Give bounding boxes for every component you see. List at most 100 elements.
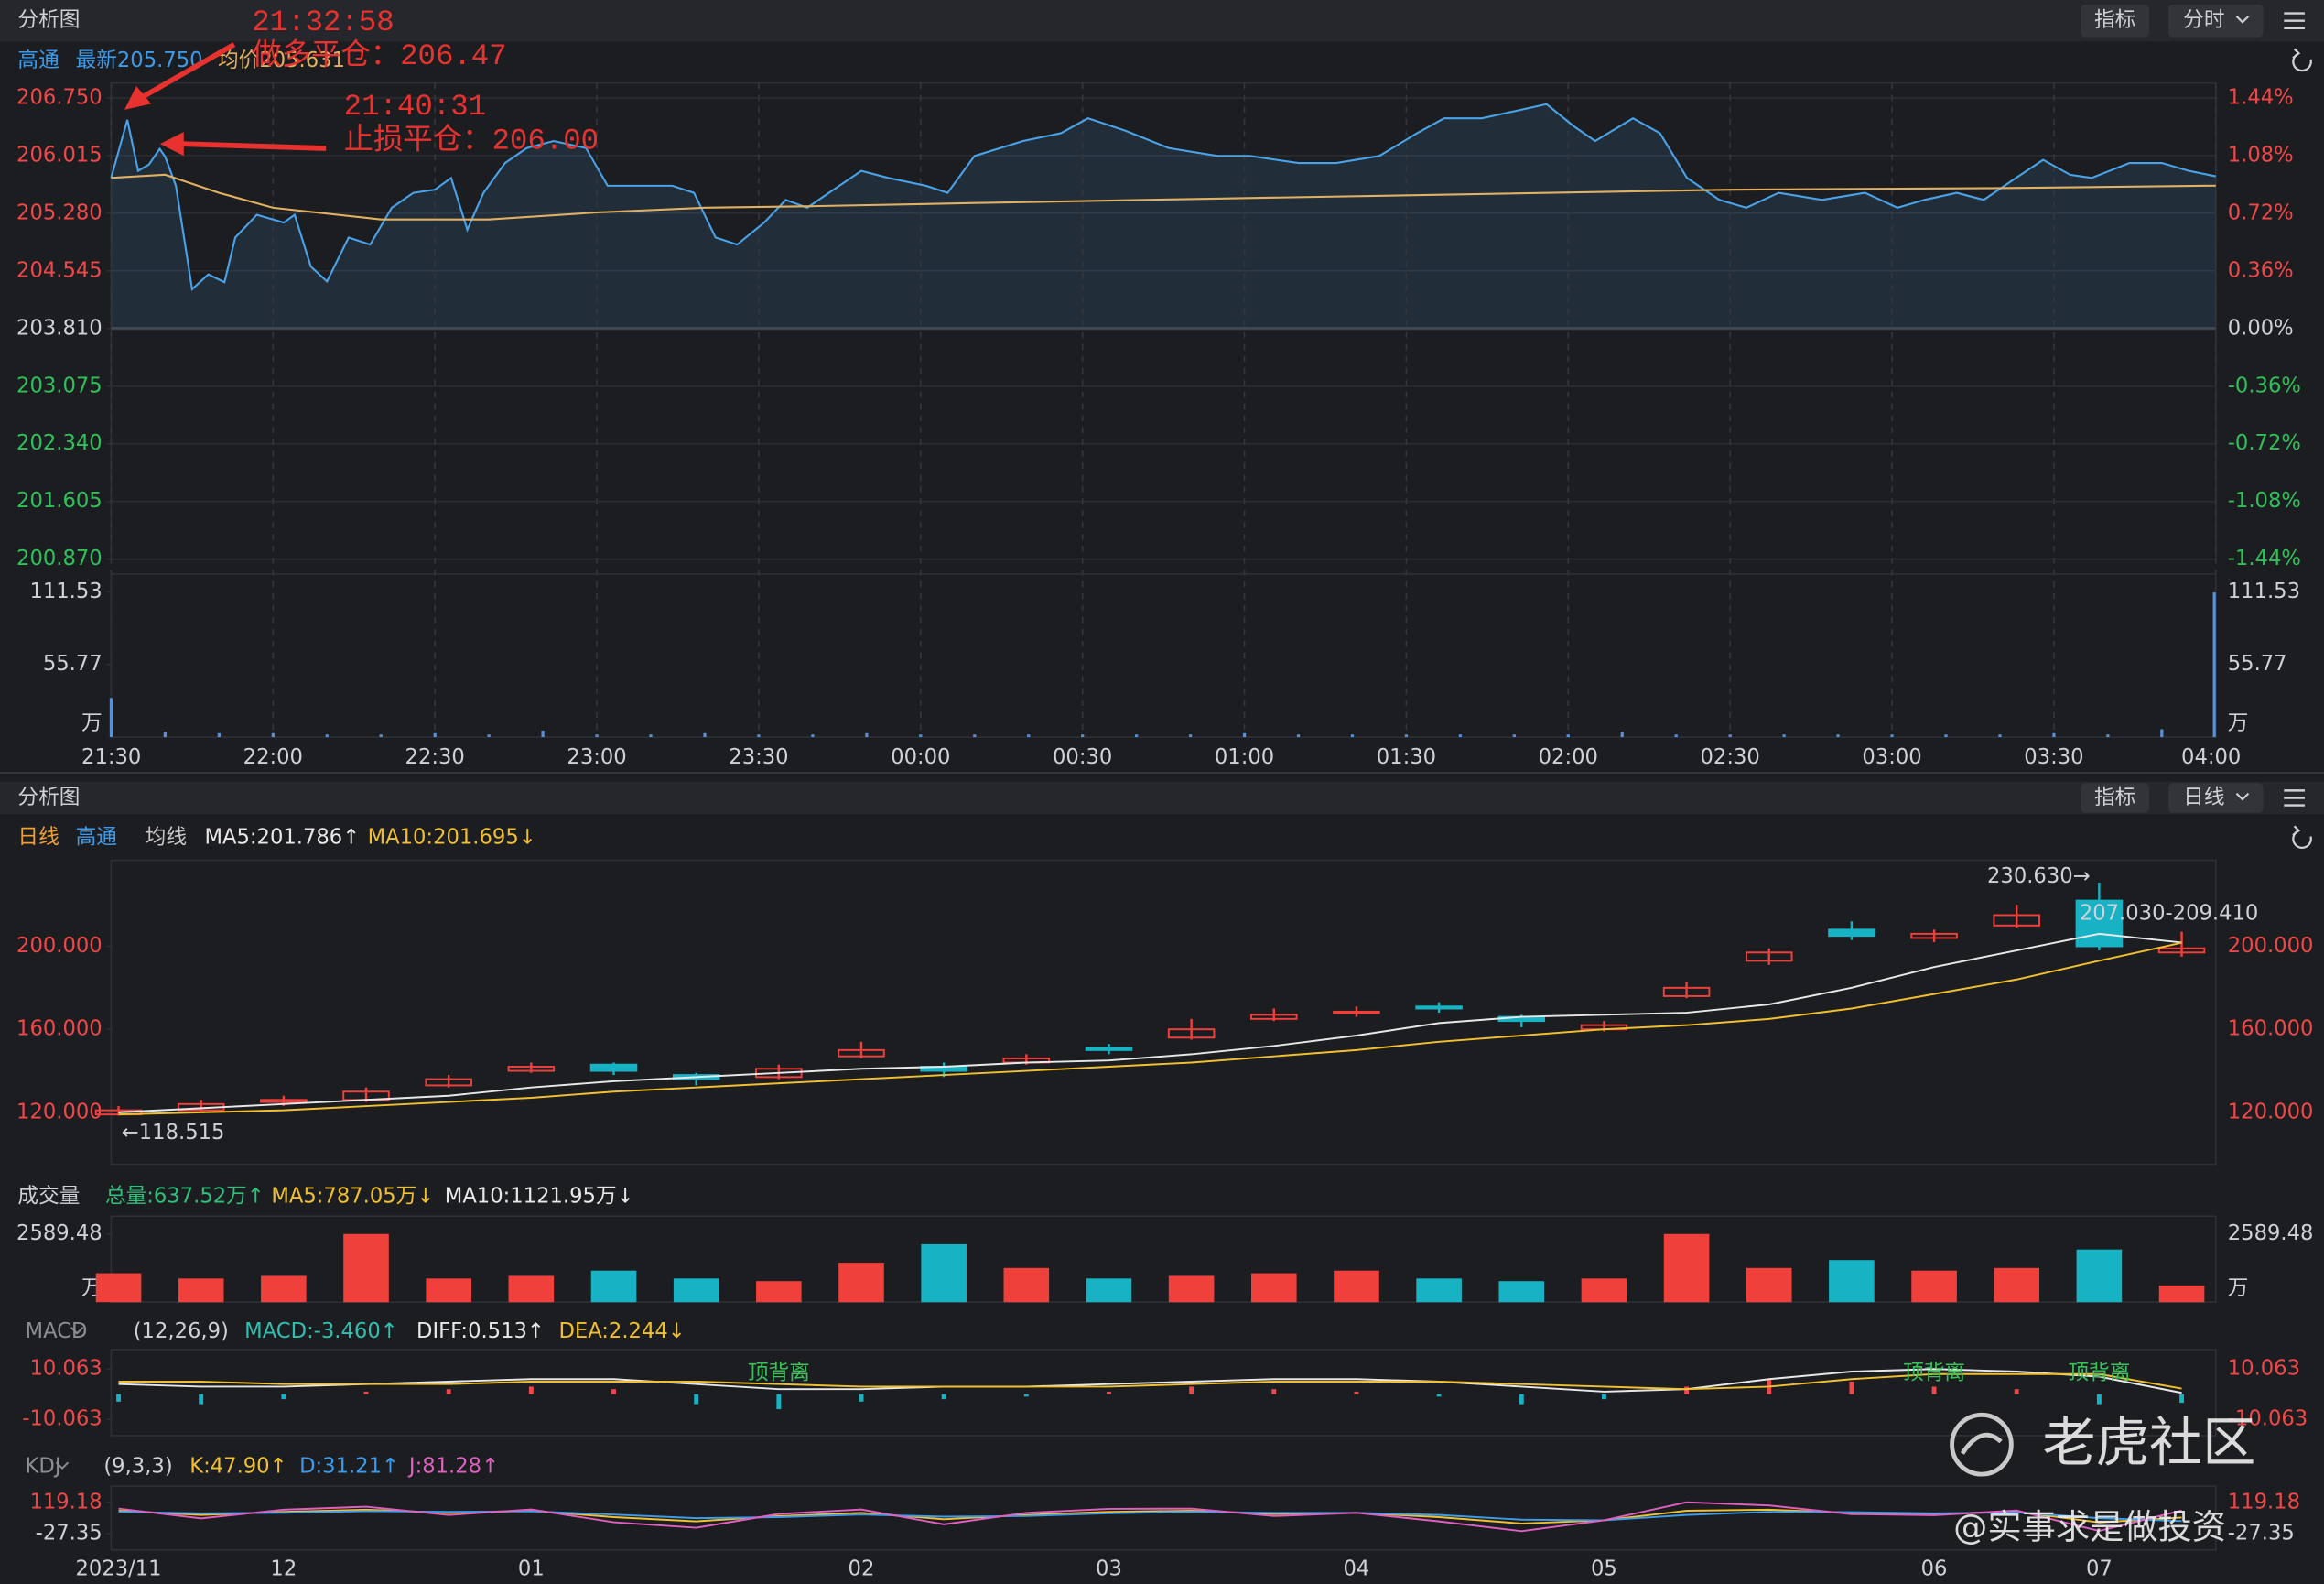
volume-bar [541,730,545,738]
volume-bar [1404,734,1409,738]
candle-body [425,1078,472,1087]
volume-bar [163,732,168,738]
menu-icon[interactable] [2284,12,2305,29]
y-tick-label: 111.53 [29,580,102,603]
button-label[interactable]: 日线 [2183,786,2224,809]
refresh-icon[interactable] [2292,825,2312,849]
volume-bar [2052,732,2056,738]
volume-bar [1512,734,1516,738]
series-line [118,1501,2182,1533]
y2-tick-label: 1.44% [2228,85,2294,109]
watermark-author: @实事求是做投资 [1953,1507,2226,1547]
divergence-label: 顶背离 [748,1361,810,1384]
candle-body [1828,928,1875,938]
volume-bar [178,1278,224,1303]
candle-body [1250,1014,1298,1020]
volume-bar [1746,1267,1792,1303]
volume-bar [261,1275,307,1303]
candle-body [260,1099,308,1103]
trade-time: 21:32:58 [252,5,394,39]
volume-bar [433,732,437,738]
price-area [111,103,2216,329]
x-tick-label: 02:30 [1701,745,1760,769]
y-tick-label: 200.000 [16,934,103,958]
candle-body [1333,1010,1380,1014]
legend-item: 总量:637.52万↑ [105,1185,265,1209]
y-tick-label: -27.35 [36,1521,103,1545]
watermark-logo [1960,1432,2003,1455]
volume-bar [1829,1260,1875,1303]
y-tick-label: 202.340 [16,431,103,455]
menu-icon[interactable] [2284,789,2305,807]
y-tick-label: 200.870 [16,547,103,570]
y2-tick-label: -1.44% [2228,547,2301,570]
volume-bar [109,698,113,738]
volume-bar [2212,592,2216,738]
y2-tick-label: 0.36% [2228,258,2294,282]
x-tick-label: 2023/11 [75,1557,161,1580]
volume-bar [1027,734,1031,738]
volume-bar [1782,734,1786,738]
legend-item: 高通 [76,826,117,850]
plot-frame [110,1215,2217,1304]
volume-bar [865,732,869,738]
arrow [139,42,236,101]
y-tick-label: 10.063 [2228,1357,2300,1381]
y-tick-label: 160.000 [2228,1017,2314,1041]
y-tick-label: 55.77 [2228,652,2287,676]
candle-body [507,1066,556,1072]
button-label[interactable]: 指标 [2094,8,2135,32]
volume-bar [838,1263,884,1303]
arrow-head [124,85,152,110]
indicator-button[interactable] [2081,4,2149,38]
volume-bar [1581,1278,1627,1303]
period-button[interactable] [2167,783,2264,813]
chevron-icon [2235,792,2250,801]
series-line [118,941,2182,1116]
volume-bar [1135,734,1139,738]
candle-body [1662,986,1711,997]
legend-item: 均价205.631 [218,49,345,72]
volume-bar [757,734,761,738]
y-tick-label: 10.063 [29,1357,102,1381]
y-tick-label: 204.545 [16,258,103,282]
refresh-icon[interactable] [2292,48,2312,72]
volume-bar [1566,734,1570,738]
period-button[interactable] [2167,4,2264,38]
divergence-label: 顶背离 [2068,1361,2130,1384]
volume-bar [271,732,275,738]
trade-time: 21:40:31 [344,90,486,124]
volume-bar [1458,734,1463,738]
legend-item: J:81.28↑ [407,1455,499,1479]
volume-bar [1944,734,1948,738]
y-tick-label: 119.18 [29,1490,102,1513]
volume-bar [1296,734,1301,738]
y-tick-label: 55.77 [43,652,103,676]
button-label[interactable]: 分时 [2183,8,2224,32]
candle-body [1745,951,1793,962]
x-tick-label: 06 [1921,1557,1948,1580]
volume-bar [1620,732,1624,738]
volume-bar [2158,1285,2205,1303]
volume-bar [1998,734,2002,738]
volume-bar [1081,734,1085,738]
indicator-button[interactable] [2081,783,2149,813]
y-tick-label: -10.063 [22,1407,102,1431]
candle-body [2075,899,2124,948]
x-tick-label: 01:00 [1215,745,1274,769]
low-label: ←118.515 [122,1121,225,1145]
candle-body [755,1068,803,1079]
panel-title: 分析图 [17,786,80,809]
candle-body [1167,1028,1216,1039]
y-tick-label: 2589.48 [2228,1221,2314,1245]
volume-bar [595,734,599,738]
watermark-logo [1950,1412,2014,1477]
x-tick-label: 12 [270,1557,297,1580]
volume-bar [1836,734,1840,738]
legend-item: 最新205.750 [76,49,203,72]
button-label[interactable]: 指标 [2094,786,2135,809]
candle-body [1910,932,1958,939]
y2-tick-label: 1.08% [2228,143,2294,167]
watermark-brand: 老虎社区 [2042,1411,2255,1473]
